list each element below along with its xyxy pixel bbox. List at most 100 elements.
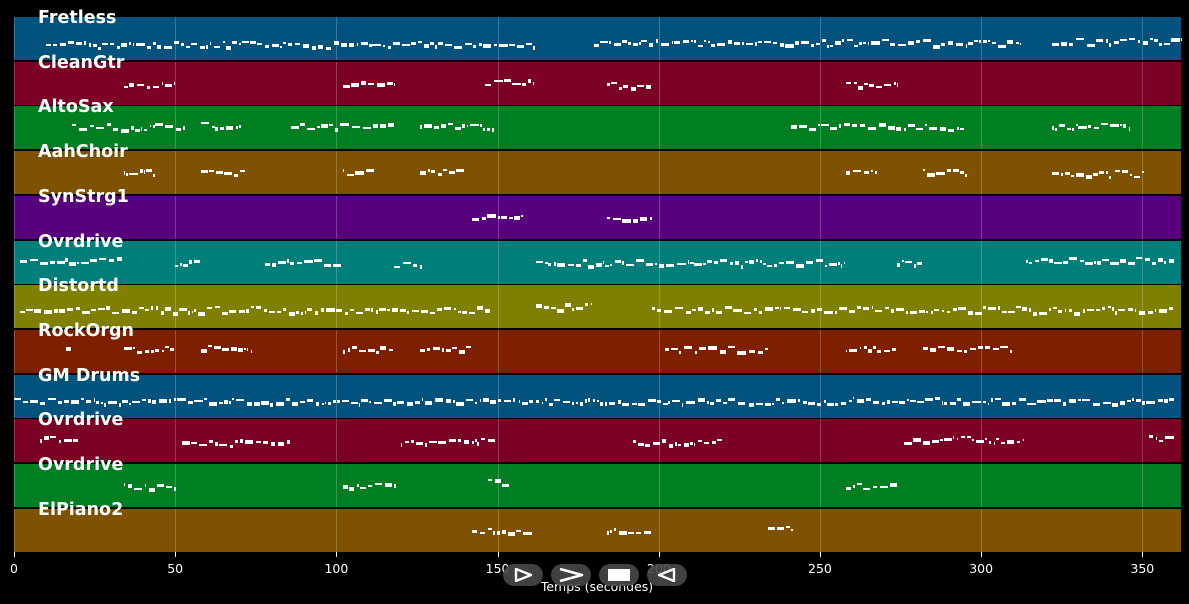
note (622, 39, 627, 43)
note (168, 399, 171, 404)
note (466, 124, 469, 127)
grid-line (14, 508, 15, 552)
track-label: Ovrdrive (38, 410, 124, 431)
stop-button[interactable] (599, 564, 639, 586)
grid-line (175, 419, 177, 463)
note (1019, 42, 1022, 45)
play-button[interactable] (551, 564, 591, 586)
note (987, 402, 990, 405)
note (129, 403, 131, 406)
note (1072, 127, 1075, 131)
note (83, 40, 87, 45)
note (342, 484, 348, 489)
note (890, 483, 897, 488)
note (829, 127, 837, 131)
note (685, 310, 691, 314)
note (333, 399, 337, 403)
note (389, 349, 393, 352)
note (356, 42, 359, 46)
note (863, 307, 870, 311)
note (427, 168, 430, 172)
note (933, 308, 940, 311)
grid-line (336, 285, 338, 329)
note (106, 123, 111, 127)
note (810, 308, 816, 313)
note (619, 531, 628, 536)
note (622, 218, 631, 223)
note (641, 39, 648, 42)
note (359, 349, 367, 352)
note (314, 310, 319, 315)
note (971, 439, 974, 442)
note (779, 262, 785, 265)
note (1052, 171, 1060, 175)
note (246, 402, 253, 407)
note (158, 399, 167, 404)
note (208, 440, 214, 444)
note (348, 486, 355, 491)
note (662, 402, 668, 405)
note (127, 483, 133, 488)
note (887, 400, 890, 405)
note (942, 310, 945, 313)
rewind-button[interactable] (647, 564, 687, 586)
note (670, 348, 678, 351)
note (465, 399, 474, 402)
note (975, 311, 982, 315)
note (321, 402, 324, 405)
note (73, 438, 78, 442)
note (303, 43, 310, 48)
note (222, 347, 230, 351)
note (493, 44, 497, 47)
note (545, 397, 547, 401)
note (572, 308, 575, 312)
note (626, 264, 634, 267)
note (420, 349, 425, 353)
grid-line (819, 464, 821, 507)
note (710, 402, 715, 406)
note (1137, 39, 1140, 43)
note (733, 41, 740, 45)
note (80, 397, 85, 400)
grid-line (336, 151, 338, 195)
note (827, 44, 829, 48)
grid-line (336, 17, 338, 60)
note (50, 261, 56, 265)
grid-line (336, 195, 338, 239)
note (904, 260, 912, 263)
note (494, 478, 502, 483)
note (851, 124, 858, 128)
grid-line (14, 285, 15, 329)
note (811, 43, 814, 47)
note (229, 444, 233, 448)
note (1093, 173, 1098, 177)
note (388, 123, 394, 128)
note (229, 401, 231, 405)
note (890, 43, 896, 47)
track-row: GM Drums (14, 366, 1181, 418)
note (340, 43, 347, 47)
note (613, 42, 622, 46)
note (536, 260, 544, 263)
note (953, 169, 959, 173)
note (214, 346, 221, 350)
note (190, 441, 197, 444)
note (72, 123, 77, 126)
note (529, 400, 534, 404)
note (476, 306, 484, 311)
x-tick-label: 250 (808, 561, 832, 576)
note (941, 43, 946, 47)
stop-square-icon (608, 569, 630, 581)
track-lane (14, 151, 1181, 195)
note (264, 45, 270, 49)
note (694, 350, 698, 354)
note (424, 400, 433, 405)
play-reverse-button[interactable] (503, 564, 543, 586)
note (211, 126, 215, 129)
note (853, 170, 861, 173)
note (1064, 171, 1070, 175)
note (533, 46, 536, 51)
note (497, 530, 501, 535)
note (592, 399, 595, 403)
note (853, 484, 855, 488)
